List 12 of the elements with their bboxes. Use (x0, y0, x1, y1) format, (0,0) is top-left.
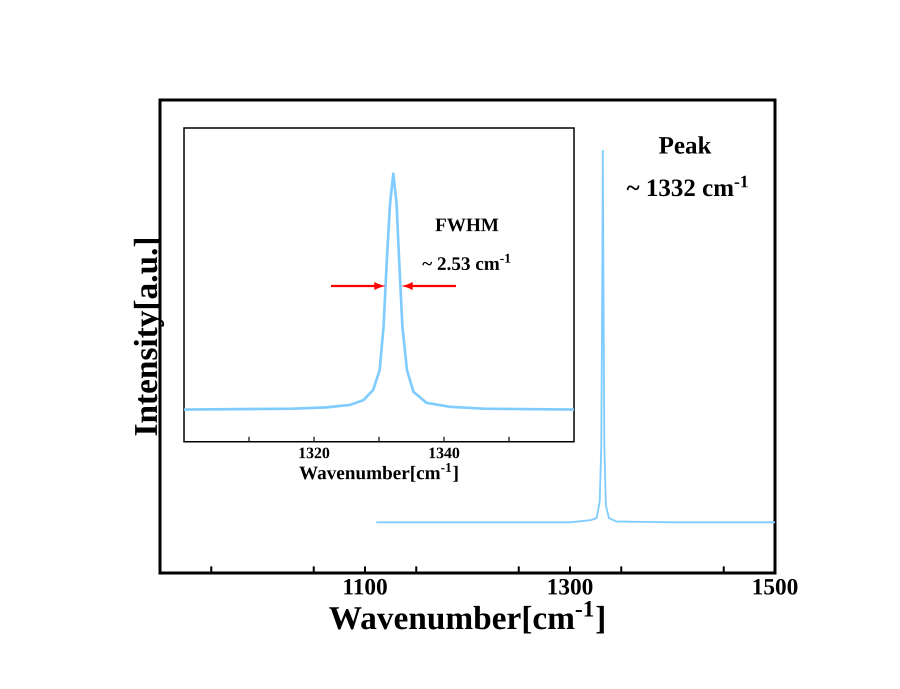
x-tick-label: 1320 (299, 448, 330, 458)
annotation: FWHM (435, 218, 498, 232)
x-tick-label: 1100 (344, 578, 387, 595)
x-axis-title: Wavenumber[cm$^{-1}$] (299, 463, 458, 482)
x-tick-label: 1300 (548, 578, 592, 595)
y-axis-title: Intensity[a.u.] (134, 238, 164, 436)
annotation: ~ 1332 cm$^{-1}$ (626, 176, 748, 196)
x-tick-label: 1340 (429, 448, 460, 458)
x-axis-title: Wavenumber[cm$^{-1}$] (329, 601, 604, 634)
annotation: ~ 2.53 cm$^{-1}$ (422, 254, 510, 270)
x-tick-label: 1500 (754, 578, 798, 595)
annotation: Peak (659, 136, 712, 154)
